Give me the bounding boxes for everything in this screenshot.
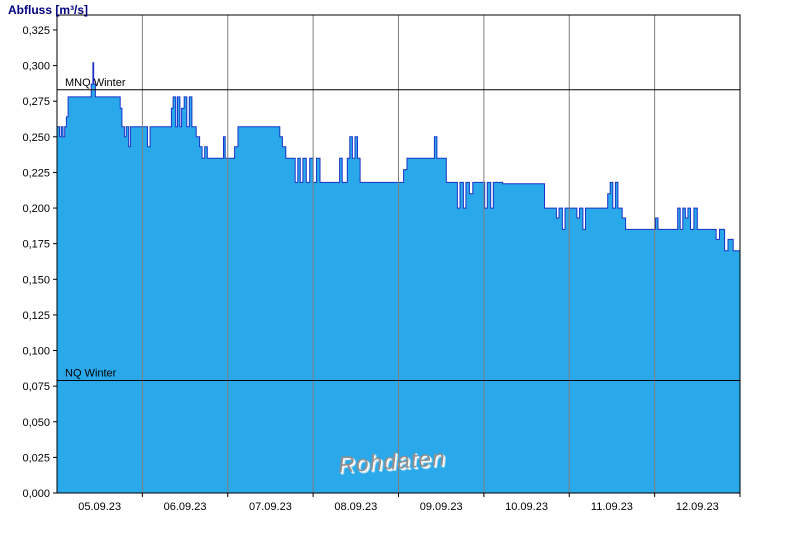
y-tick-label: 0,275 bbox=[22, 96, 50, 108]
discharge-step-outline bbox=[57, 62, 740, 252]
x-tick-label: 11.09.23 bbox=[591, 501, 633, 513]
y-tick-label: 0,025 bbox=[22, 452, 50, 464]
axis-ticks-labels: 0,000 0,025 0,050 0,075 0,100 0,125 0,150 0,175… bbox=[22, 25, 741, 513]
y-tick-label: 0,250 bbox=[22, 132, 50, 144]
y-tick-label: 0,075 bbox=[22, 381, 50, 393]
y-tick-label: 0,300 bbox=[22, 61, 50, 73]
y-tick-label: 0,000 bbox=[22, 488, 50, 500]
reference-line-label: NQ Winter bbox=[65, 367, 117, 379]
y-tick-label: 0,225 bbox=[22, 167, 50, 179]
y-tick-label: 0,325 bbox=[22, 25, 50, 37]
x-tick-label: 12.09.23 bbox=[676, 501, 719, 513]
reference-line-label: MNQ Winter bbox=[65, 77, 126, 89]
x-tick-label: 10.09.23 bbox=[505, 501, 548, 513]
chart-title: Abfluss [m³/s] bbox=[8, 3, 89, 17]
x-tick-label: 07.09.23 bbox=[249, 501, 292, 513]
reference-lines: MNQ Winter NQ Winter bbox=[57, 77, 740, 381]
series-step-line bbox=[57, 62, 740, 252]
y-tick-label: 0,100 bbox=[22, 346, 50, 358]
x-tick-label: 05.09.23 bbox=[78, 501, 121, 513]
day-gridlines bbox=[141, 15, 656, 493]
y-tick-label: 0,150 bbox=[22, 274, 50, 286]
y-tick-label: 0,125 bbox=[22, 310, 50, 322]
y-tick-label: 0,200 bbox=[22, 203, 50, 215]
x-tick-label: 09.09.23 bbox=[420, 501, 463, 513]
y-tick-label: 0,050 bbox=[22, 417, 50, 429]
x-tick-label: 06.09.23 bbox=[164, 501, 207, 513]
x-tick-label: 08.09.23 bbox=[334, 501, 377, 513]
y-tick-label: 0,175 bbox=[22, 239, 50, 251]
